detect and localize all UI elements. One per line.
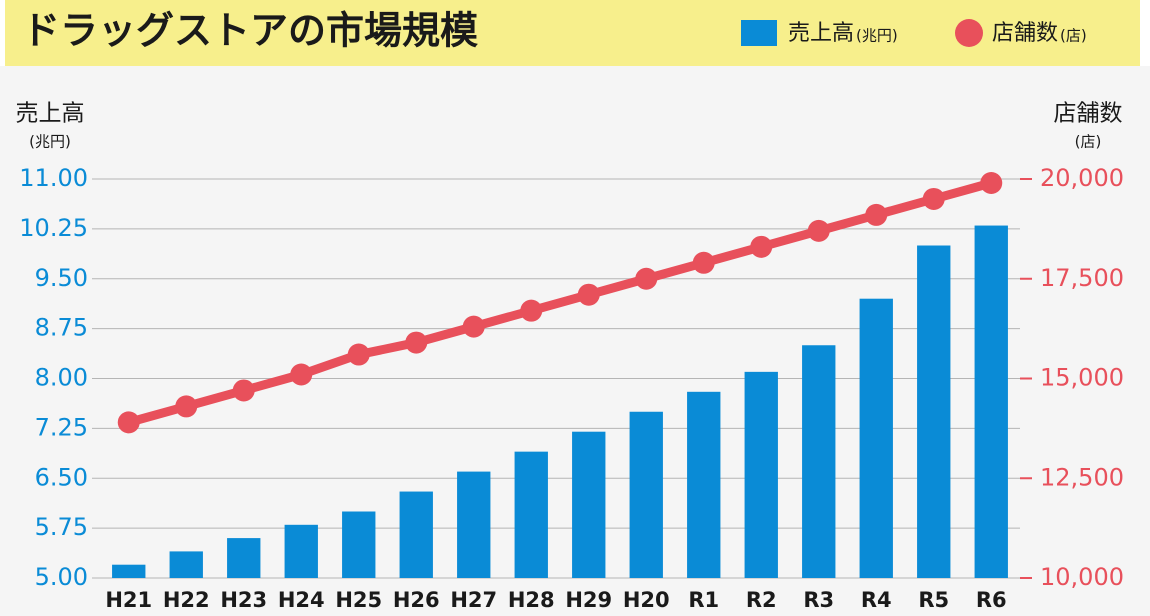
y-tick-label: 6.50 xyxy=(35,463,88,491)
y-axis-unit: (兆円) xyxy=(29,133,71,151)
x-tick-label: R6 xyxy=(976,588,1007,612)
x-tick-label: H28 xyxy=(508,588,555,612)
marker xyxy=(577,283,600,306)
bar xyxy=(457,471,491,578)
marker xyxy=(865,203,888,226)
legend-unit: (店) xyxy=(1060,27,1087,45)
x-tick-label: H27 xyxy=(450,588,497,612)
bar xyxy=(227,538,261,578)
marker xyxy=(520,299,543,322)
legend-swatch xyxy=(955,19,983,47)
x-tick-label: H25 xyxy=(335,588,382,612)
y-tick-label: 8.75 xyxy=(35,314,88,342)
x-tick-label: H24 xyxy=(278,588,325,612)
marker xyxy=(117,411,140,434)
bar xyxy=(514,451,548,578)
y2-axis-title: 店舗数 xyxy=(1054,101,1123,127)
marker xyxy=(750,235,773,258)
y-tick-label: 5.75 xyxy=(35,513,88,541)
y2-tick-label: 17,500 xyxy=(1040,264,1124,292)
marker xyxy=(405,331,428,354)
bar xyxy=(974,225,1008,579)
bar xyxy=(917,245,951,578)
y-tick-label: 7.25 xyxy=(35,413,88,441)
x-tick-label: H23 xyxy=(220,588,267,612)
y-axis-title: 売上高 xyxy=(16,101,85,127)
marker xyxy=(175,395,198,418)
marker xyxy=(922,187,945,210)
bar xyxy=(687,391,721,578)
marker xyxy=(635,267,658,290)
x-tick-label: R4 xyxy=(861,588,892,612)
x-tick-label: R5 xyxy=(918,588,949,612)
y2-tick-label: 12,500 xyxy=(1040,463,1124,491)
legend-label: 売上高 xyxy=(788,21,854,46)
legend-label: 店舗数 xyxy=(992,21,1058,46)
y2-tick-label: 20,000 xyxy=(1040,164,1124,192)
legend-swatch xyxy=(741,20,777,46)
x-tick-label: H26 xyxy=(393,588,440,612)
x-tick-label: R2 xyxy=(746,588,777,612)
legend-unit: (兆円) xyxy=(856,27,898,45)
x-tick-label: H20 xyxy=(623,588,670,612)
bar xyxy=(399,491,433,578)
marker xyxy=(290,363,313,386)
y-tick-label: 8.00 xyxy=(35,364,88,392)
bar xyxy=(744,371,778,578)
chart-title: ドラッグストアの市場規模 xyxy=(22,9,478,53)
marker xyxy=(347,343,370,366)
x-tick-label: H22 xyxy=(163,588,210,612)
x-tick-label: R3 xyxy=(803,588,834,612)
y2-tick-label: 10,000 xyxy=(1040,563,1124,591)
bar xyxy=(112,564,146,578)
line xyxy=(127,178,993,427)
x-tick-label: R1 xyxy=(688,588,719,612)
x-tick-label: H29 xyxy=(565,588,612,612)
bar xyxy=(802,345,836,578)
bar xyxy=(169,551,203,578)
title-banner xyxy=(5,0,1140,66)
y-tick-label: 5.00 xyxy=(35,563,88,591)
marker xyxy=(232,379,255,402)
y2-tick-label: 15,000 xyxy=(1040,364,1124,392)
bar xyxy=(284,524,318,578)
marker xyxy=(462,315,485,338)
y-tick-label: 9.50 xyxy=(35,264,88,292)
marker xyxy=(980,171,1003,194)
y-tick-label: 11.00 xyxy=(19,164,88,192)
y-tick-label: 10.25 xyxy=(19,214,88,242)
bar xyxy=(859,298,893,578)
bar xyxy=(572,431,606,578)
bar xyxy=(629,411,663,578)
y2-axis-unit: (店) xyxy=(1075,133,1102,151)
marker xyxy=(807,219,830,242)
x-tick-label: H21 xyxy=(105,588,152,612)
bar xyxy=(342,511,376,578)
marker xyxy=(692,251,715,274)
